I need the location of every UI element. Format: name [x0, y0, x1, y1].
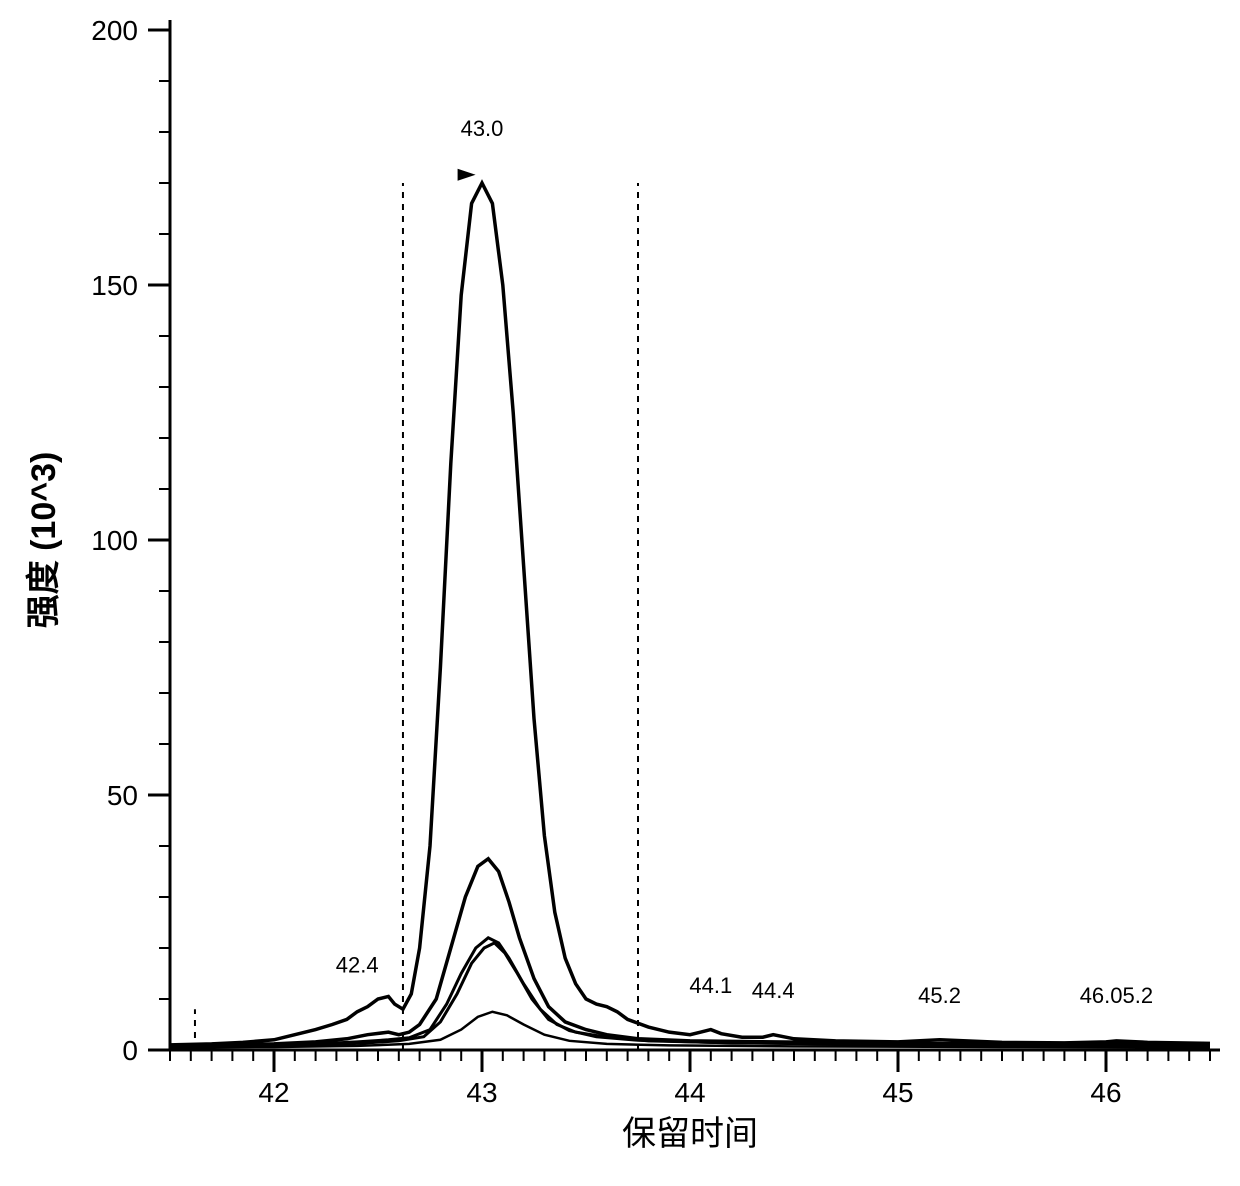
y-axis-title: 强度 (10^3) [25, 452, 63, 629]
peak-label: 45.2 [918, 983, 961, 1008]
xtick-label: 46 [1090, 1077, 1121, 1108]
ytick-label: 50 [107, 780, 138, 811]
xtick-label: 43 [466, 1077, 497, 1108]
ytick-label: 150 [91, 270, 138, 301]
ytick-label: 100 [91, 525, 138, 556]
chart-svg: 0 50 100 150 200 42 43 44 45 46 42.4 43.0 44.1 44.4 45… [0, 0, 1240, 1186]
peak-label: 42.4 [336, 953, 379, 978]
trace-2-med [170, 859, 1210, 1046]
peak-label: 46.05.2 [1080, 983, 1153, 1008]
peak-marker-icon [458, 169, 476, 181]
xtick-label: 44 [674, 1077, 705, 1108]
x-axis-title: 保留时间 [622, 1115, 758, 1153]
xtick-label: 42 [258, 1077, 289, 1108]
peak-label: 44.4 [752, 978, 795, 1003]
peak-label: 43.0 [461, 116, 504, 141]
ytick-label: 0 [122, 1035, 138, 1066]
ytick-label: 200 [91, 15, 138, 46]
peak-label: 44.1 [689, 973, 732, 998]
xtick-label: 45 [882, 1077, 913, 1108]
chromatogram-chart: 0 50 100 150 200 42 43 44 45 46 42.4 43.0 44.1 44.4 45… [0, 0, 1240, 1186]
trace-1-tall [170, 183, 1210, 1045]
